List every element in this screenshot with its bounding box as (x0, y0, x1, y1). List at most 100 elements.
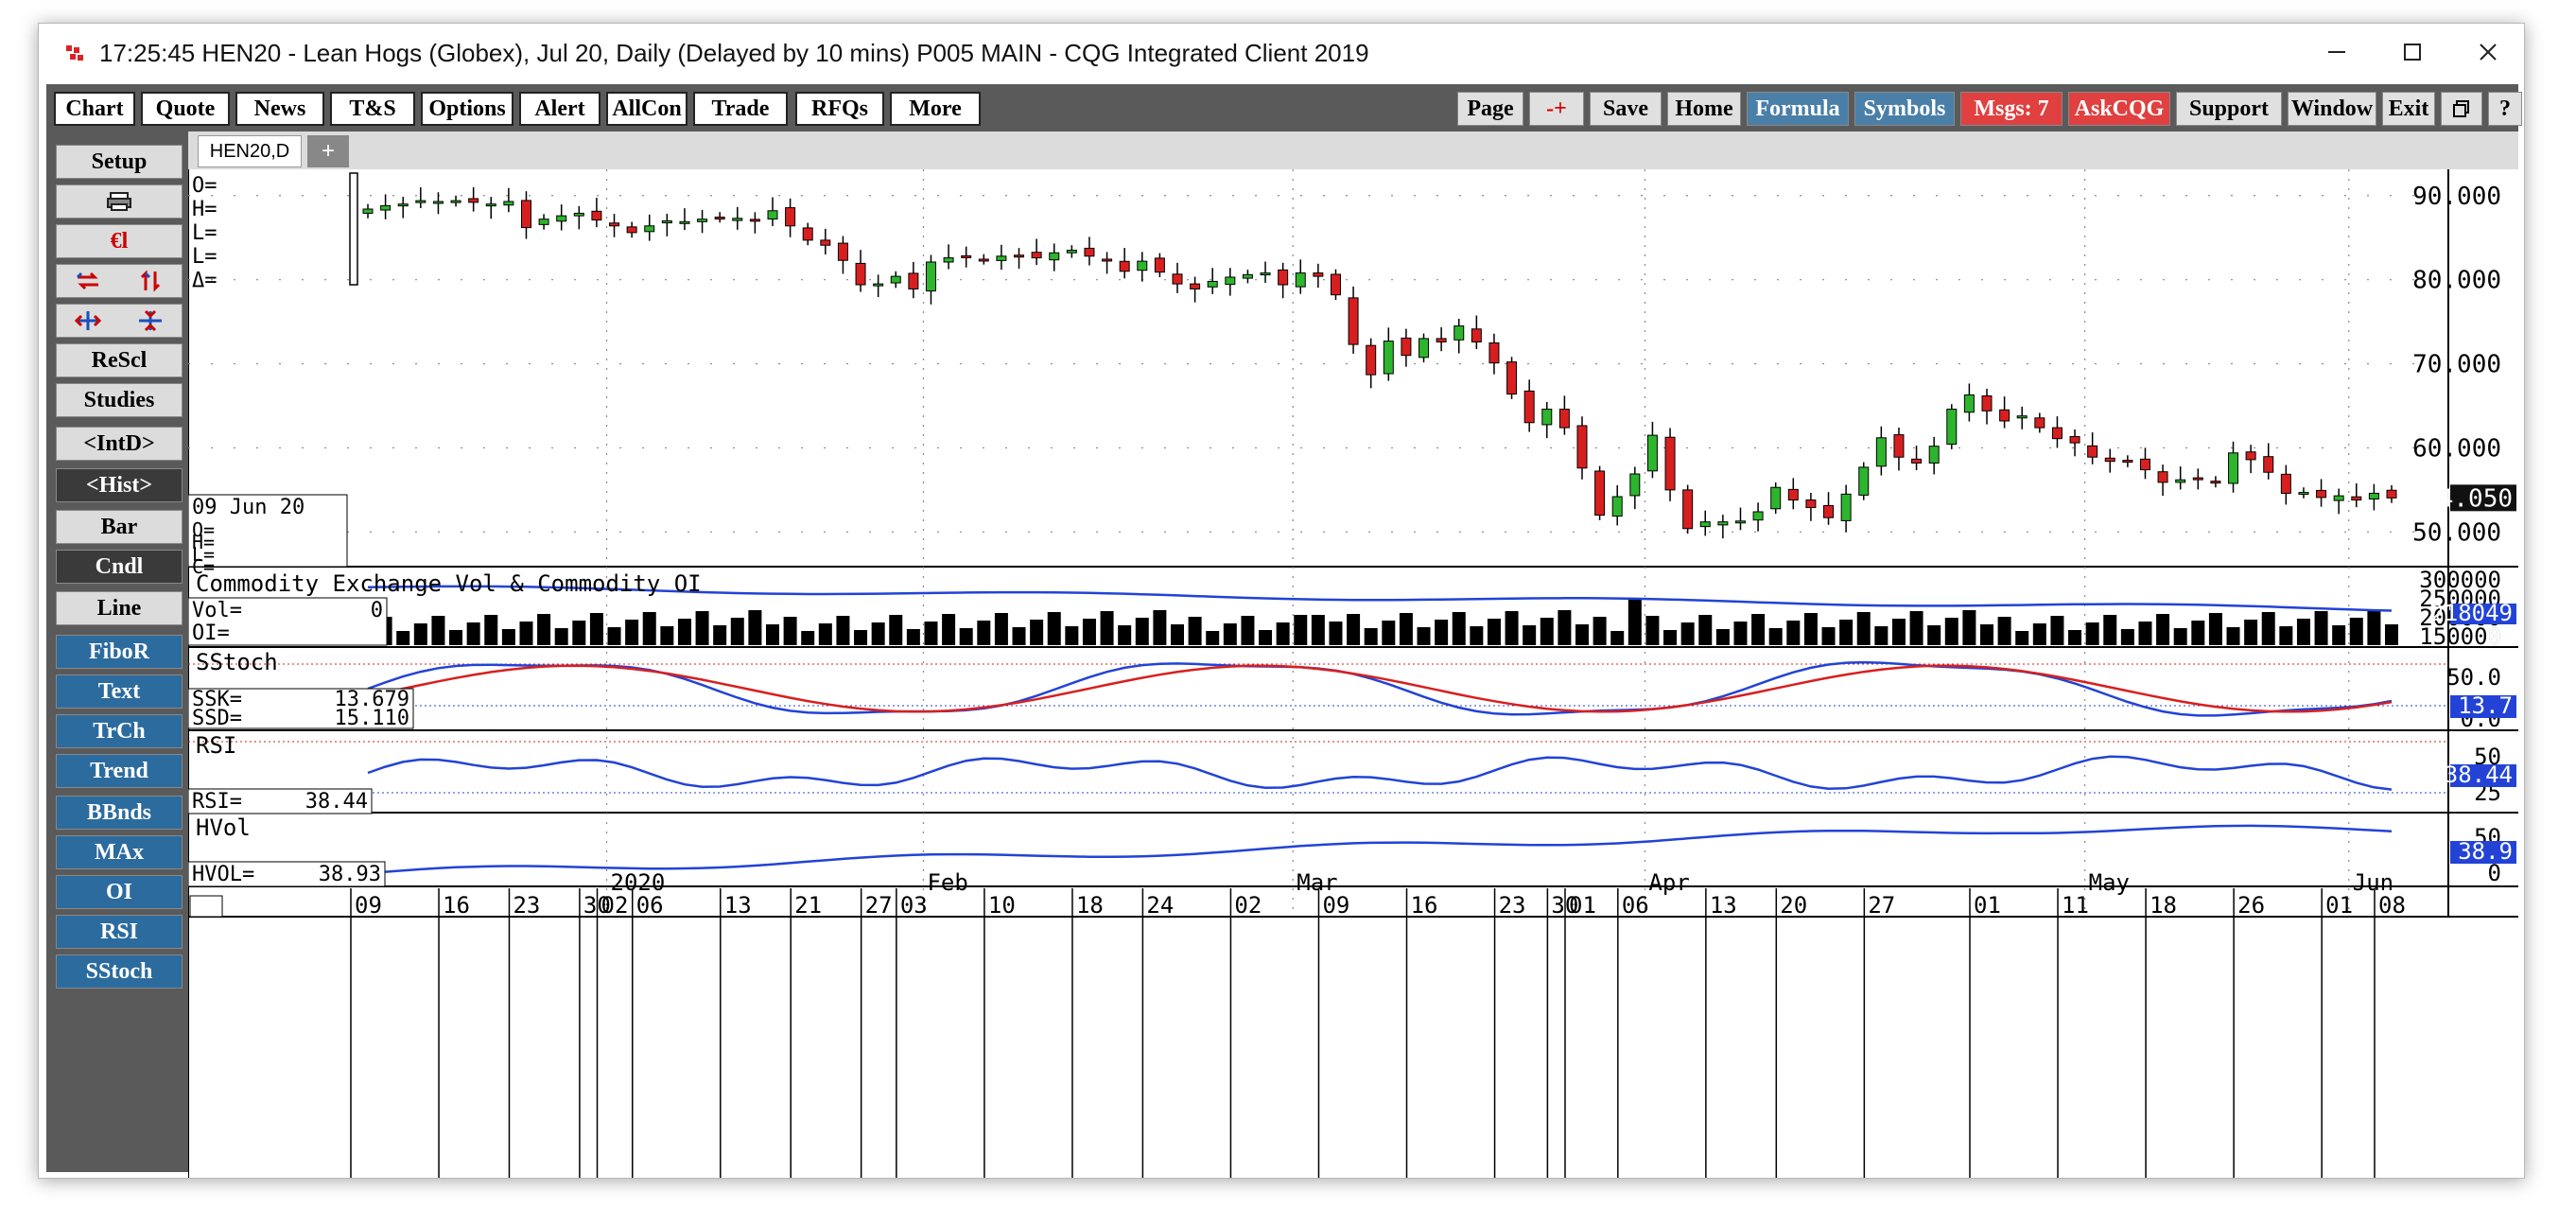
candle (362, 208, 374, 214)
candle (1190, 283, 1201, 289)
menu-quote[interactable]: Quote (141, 92, 230, 126)
toolbar-exit-button[interactable]: Exit (2382, 92, 2435, 126)
menu-options[interactable]: Options (421, 92, 513, 126)
volume-bar (801, 631, 815, 645)
sidebar-arrows-a-button[interactable] (56, 264, 183, 298)
candle (679, 220, 690, 224)
volume-bar (1329, 622, 1343, 645)
volume-bar (854, 630, 868, 645)
ssk-line (367, 660, 2393, 717)
sidebar-print-icon-button[interactable] (56, 184, 183, 219)
sidebar-hist-button[interactable]: <Hist> (56, 468, 183, 502)
menu-trade[interactable]: Trade (693, 92, 788, 126)
sidebar-max-button[interactable]: MAx (56, 835, 183, 869)
sidebar-text-button[interactable]: Text (56, 674, 183, 709)
sidebar-intd-button[interactable]: <IntD> (56, 427, 183, 461)
volume-bar (1627, 600, 1642, 645)
sidebar-sstoch-button[interactable]: SStoch (56, 955, 183, 989)
tab-hen20[interactable]: HEN20,D (198, 135, 302, 167)
hvol-value: 38.93 (319, 863, 381, 886)
candle (2139, 458, 2150, 471)
candle (2280, 473, 2291, 494)
toolbar-askcqg-button[interactable]: AskCQG (2068, 92, 2170, 126)
menu-news[interactable]: News (235, 92, 324, 126)
toolbar-page-button[interactable]: Page (1457, 92, 1523, 126)
volume-bar (1680, 622, 1695, 645)
toolbar-save-button[interactable]: Save (1590, 92, 1662, 126)
toolbar-formula-button[interactable]: Formula (1747, 92, 1849, 126)
volume-bar (2050, 616, 2064, 645)
toolbar-home-button[interactable]: Home (1667, 92, 1741, 126)
volume-bar (2208, 613, 2222, 645)
sidebar-oi-button[interactable]: OI (56, 875, 183, 909)
sidebar-trend-button[interactable]: Trend (56, 754, 183, 788)
month-label: Apr (1648, 869, 1689, 896)
candle (2016, 415, 2028, 419)
menu-more[interactable]: More (890, 92, 981, 126)
ssd-label: SSD= (192, 707, 242, 730)
candle (503, 201, 514, 206)
sidebar-cndl-button[interactable]: Cndl (56, 550, 183, 584)
menu-alert[interactable]: Alert (519, 92, 600, 126)
sidebar-bar-button[interactable]: Bar (56, 510, 183, 544)
candle (538, 219, 549, 225)
toolbar-window-button[interactable]: Window (2288, 92, 2376, 126)
volume-bar (2296, 619, 2310, 645)
volume-bar (1505, 611, 1519, 645)
close-button[interactable] (2460, 33, 2516, 71)
volume-bar (1575, 624, 1589, 645)
minimize-icon (2328, 51, 2345, 53)
minimize-button[interactable] (2308, 33, 2365, 71)
toolbar-restore-button[interactable] (2441, 92, 2482, 126)
date-label: 18 (2150, 892, 2177, 919)
rsi-value: 38.44 (305, 790, 368, 814)
candle (1699, 521, 1711, 528)
date-label: 09 (1322, 892, 1349, 919)
sidebar-arrows-b-button[interactable] (56, 304, 183, 338)
sidebar-line-button[interactable]: Line (56, 591, 183, 625)
candle (802, 227, 813, 241)
candle (1401, 337, 1412, 357)
candle (1787, 488, 1799, 501)
candle (925, 261, 936, 292)
volume-bar (572, 621, 586, 645)
toolbar--button[interactable]: ? (2488, 92, 2522, 126)
sidebar-rsi-button[interactable]: RSI (56, 915, 183, 949)
volume-bar (1891, 619, 1906, 645)
date-label: 13 (1710, 892, 1737, 919)
candle (1576, 425, 1588, 469)
volume-bar (554, 628, 568, 645)
volume-bar (1874, 626, 1888, 645)
menu-allcon[interactable]: AllCon (606, 92, 688, 126)
date-label: 02 (1234, 892, 1262, 919)
sidebar-setup-button[interactable]: Setup (56, 145, 183, 179)
add-tab-button[interactable]: + (307, 135, 349, 167)
volume-bar (2015, 631, 2029, 645)
volume-label: Vol= (192, 599, 242, 622)
sidebar-rescl-button[interactable]: ReScl (56, 343, 183, 377)
sidebar-fibor-button[interactable]: FiboR (56, 635, 183, 669)
hvol-info-box (188, 861, 386, 887)
candle (432, 201, 444, 204)
sidebar-trch-button[interactable]: TrCh (56, 714, 183, 748)
sidebar-studies-button[interactable]: Studies (56, 383, 183, 417)
toolbar--button[interactable]: -+ (1529, 92, 1584, 126)
menu-chart[interactable]: Chart (54, 92, 135, 126)
date-label: 20 (1780, 892, 1807, 919)
sidebar-l-button[interactable]: €l (56, 224, 183, 258)
sidebar-bbnds-button[interactable]: BBnds (56, 796, 183, 830)
date-label: 26 (2237, 892, 2265, 919)
toolbar-symbols-button[interactable]: Symbols (1854, 92, 1955, 126)
menu-ts[interactable]: T&S (330, 92, 415, 126)
toolbar-msgs7-button[interactable]: Msgs: 7 (1960, 92, 2063, 126)
candle (2245, 451, 2256, 461)
price-axis-label: 90.000 (2412, 183, 2501, 211)
maximize-button[interactable] (2384, 33, 2441, 71)
toolbar-support-button[interactable]: Support (2176, 92, 2282, 126)
candle (415, 200, 426, 203)
candle (1911, 458, 1923, 464)
menu-rfqs[interactable]: RFQs (795, 92, 884, 126)
volume-bar (1523, 625, 1537, 645)
price-axis-label: 80.000 (2412, 267, 2501, 295)
chart-area[interactable]: 90.00080.00070.00060.00050.00054.050O=H=… (188, 169, 2518, 1178)
